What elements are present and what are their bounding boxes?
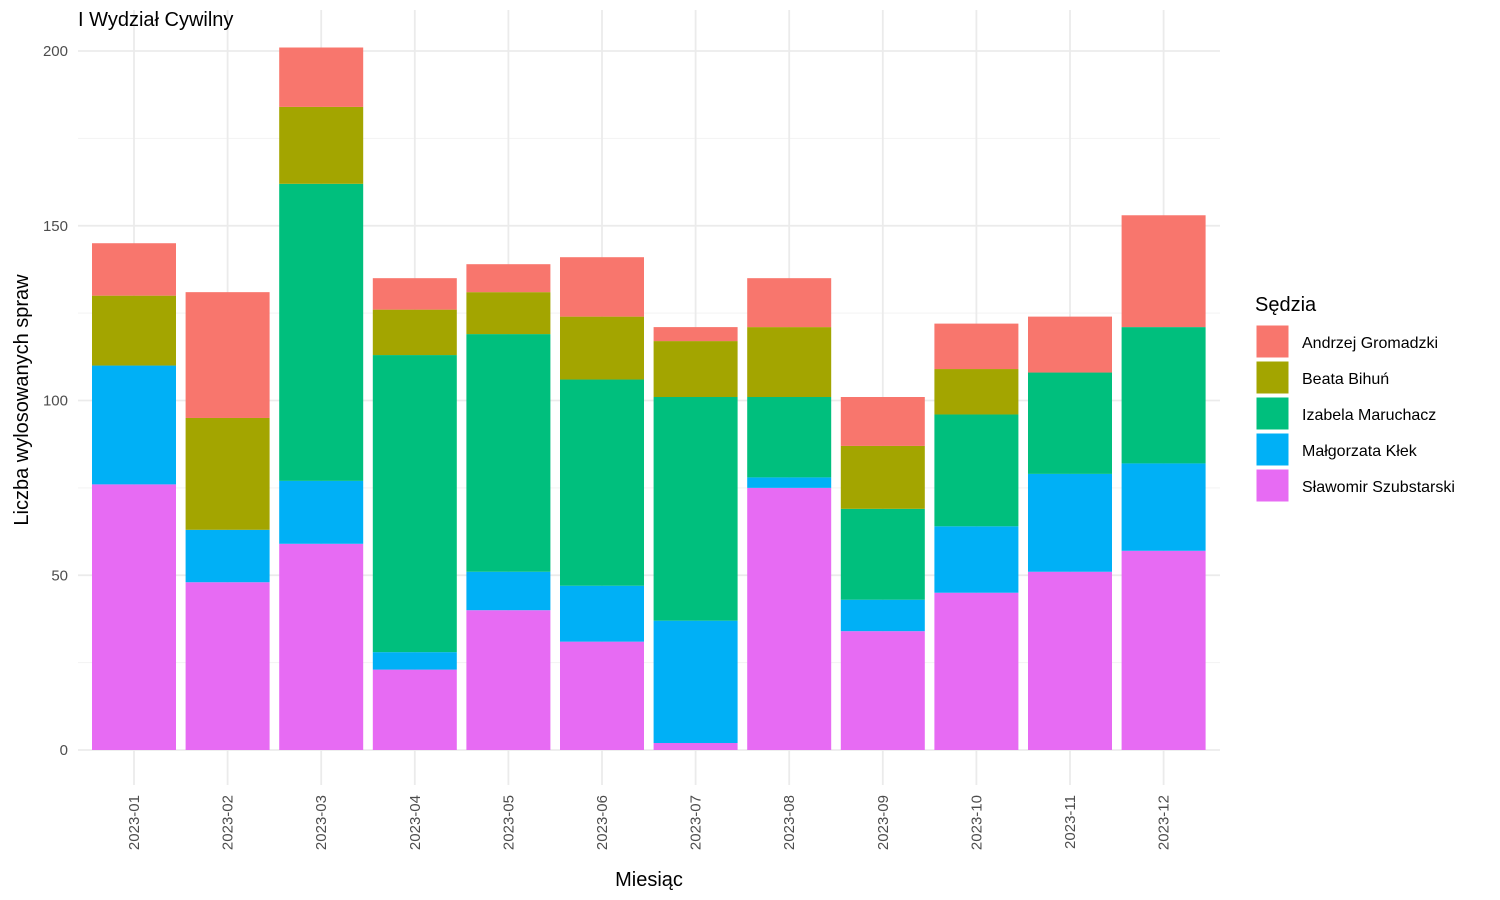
bar-segment: [560, 641, 644, 750]
legend-label: Małgorzata Kłek: [1302, 443, 1418, 460]
x-tick-label: 2023-08: [781, 795, 798, 850]
x-tick-label: 2023-01: [126, 795, 143, 850]
bar-segment: [934, 526, 1019, 593]
legend-swatch: [1255, 324, 1290, 359]
legend-label: Izabela Maruchacz: [1302, 407, 1436, 424]
bar-segment: [653, 397, 738, 621]
bar-segment: [185, 417, 270, 530]
x-tick-label: 2023-11: [1062, 795, 1079, 849]
legend-swatch: [1255, 360, 1290, 395]
legend-label: Beata Bihuń: [1302, 371, 1389, 388]
x-tick-label: 2023-06: [594, 795, 611, 850]
x-tick-label: 2023-04: [407, 795, 424, 850]
bar-segment: [653, 327, 738, 342]
legend-title: Sędzia: [1255, 294, 1317, 316]
bar-segment: [92, 484, 176, 750]
x-tick-label: 2023-02: [220, 795, 237, 850]
bar-segment: [185, 529, 270, 583]
bar-segment: [185, 292, 270, 418]
bar-segment: [560, 257, 644, 317]
x-tick-label: 2023-03: [313, 795, 330, 850]
bar-segment: [840, 397, 925, 446]
bar-segment: [185, 582, 270, 750]
bar-segment: [279, 106, 364, 184]
x-axis-title: Miesiąc: [615, 869, 683, 891]
y-tick-label: 200: [43, 43, 68, 60]
bar-segment: [92, 295, 176, 366]
bar-segment: [466, 571, 551, 611]
x-tick-label: 2023-05: [500, 795, 517, 850]
bar-segment: [279, 47, 364, 107]
bar-segment: [747, 487, 832, 750]
legend-label: Andrzej Gromadzki: [1302, 335, 1438, 352]
bar-segment: [92, 365, 176, 485]
bar-segment: [1028, 571, 1112, 750]
bar-segment: [560, 316, 644, 380]
bar-segment: [560, 585, 644, 642]
bar-segment: [747, 477, 832, 488]
bar-segment: [1121, 215, 1206, 328]
bar-segment: [934, 369, 1019, 415]
legend-swatch: [1255, 468, 1290, 503]
bar-segment: [466, 264, 551, 293]
legend-swatch: [1255, 396, 1290, 431]
bar-segment: [934, 592, 1019, 750]
y-tick-label: 50: [51, 567, 68, 584]
axis-layer: 0 50 100 150 200 2023-01 2023-02 2023-03 2023-04…: [43, 43, 1173, 850]
bar-segment: [279, 543, 364, 750]
bar-segment: [1028, 316, 1112, 373]
bar-segment: [372, 309, 457, 356]
bar-segment: [747, 327, 832, 398]
bar-segment: [466, 610, 551, 750]
bar-segment: [1028, 372, 1112, 474]
bar-segment: [466, 292, 551, 335]
bar-segment: [653, 341, 738, 398]
y-tick-label: 100: [43, 393, 68, 410]
bar-segment: [840, 599, 925, 632]
legend: Sędzia Andrzej Gromadzki Beata Bihuń Izabe…: [1255, 294, 1455, 503]
bars-layer: [92, 47, 1206, 750]
legend-swatch: [1255, 432, 1290, 467]
bar-segment: [92, 243, 176, 296]
chart-title: I Wydział Cywilny: [78, 9, 233, 31]
bar-segment: [560, 379, 644, 586]
x-tick-label: 2023-12: [1156, 795, 1173, 850]
x-tick-label: 2023-10: [968, 795, 985, 850]
bar-segment: [279, 183, 364, 481]
bar-segment: [934, 414, 1019, 527]
bar-segment: [466, 334, 551, 572]
bar-segment: [1121, 550, 1206, 750]
bar-segment: [840, 508, 925, 600]
bar-segment: [653, 743, 738, 750]
bar-segment: [840, 445, 925, 509]
bar-segment: [653, 620, 738, 744]
bar-segment: [840, 631, 925, 750]
bar-segment: [372, 278, 457, 310]
bar-segment: [372, 355, 457, 653]
bar-segment: [372, 669, 457, 750]
x-tick-label: 2023-07: [688, 795, 705, 850]
bar-segment: [934, 323, 1019, 370]
bar-segment: [747, 278, 832, 328]
y-tick-label: 0: [60, 742, 68, 759]
x-tick-label: 2023-09: [875, 795, 892, 850]
bar-segment: [372, 652, 457, 670]
bar-segment: [1028, 473, 1112, 572]
legend-label: Sławomir Szubstarski: [1302, 479, 1455, 496]
y-axis-title: Liczba wylosowanych spraw: [11, 274, 33, 526]
bar-segment: [1121, 463, 1206, 551]
bar-segment: [747, 397, 832, 478]
bar-segment: [279, 480, 364, 544]
bar-segment: [1121, 327, 1206, 464]
y-tick-label: 150: [43, 218, 68, 235]
